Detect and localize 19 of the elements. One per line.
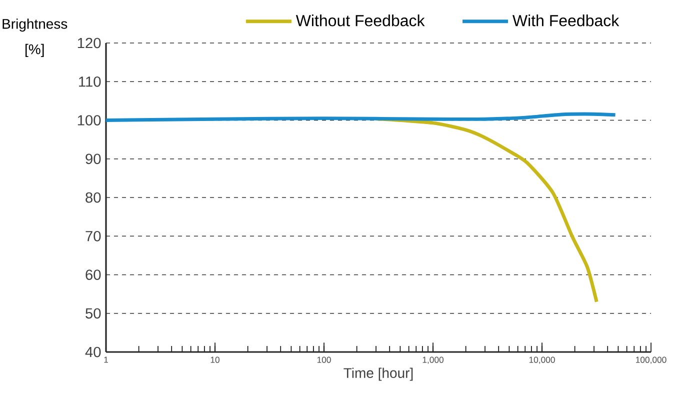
x-tick-label: 1 xyxy=(104,356,108,363)
x-tick-label: 10 xyxy=(210,356,220,363)
y-axis-title: Brightness [%] xyxy=(2,18,68,57)
x-tick-label: 100,000 xyxy=(636,356,666,364)
x-axis-title: Time [hour] xyxy=(344,368,413,381)
x-tick-label: 10,000 xyxy=(529,356,555,364)
y-tick-label: 40 xyxy=(85,346,101,358)
y-tick-label: 110 xyxy=(79,76,101,87)
y-tick-label: 70 xyxy=(86,230,101,242)
x-tick-label: 100 xyxy=(317,356,331,363)
y-tick-label: 120 xyxy=(78,38,101,48)
y-tick-label: 60 xyxy=(86,270,101,280)
y-tick-label: 80 xyxy=(86,192,101,203)
y-tick-label: 90 xyxy=(86,154,101,164)
y-tick-label: 100 xyxy=(78,115,101,126)
legend-label: With Feedback xyxy=(512,14,620,26)
legend-label: Without Feedback xyxy=(296,14,425,26)
x-tick-label: 1,000 xyxy=(422,356,444,364)
y-tick-label: 50 xyxy=(86,308,101,319)
